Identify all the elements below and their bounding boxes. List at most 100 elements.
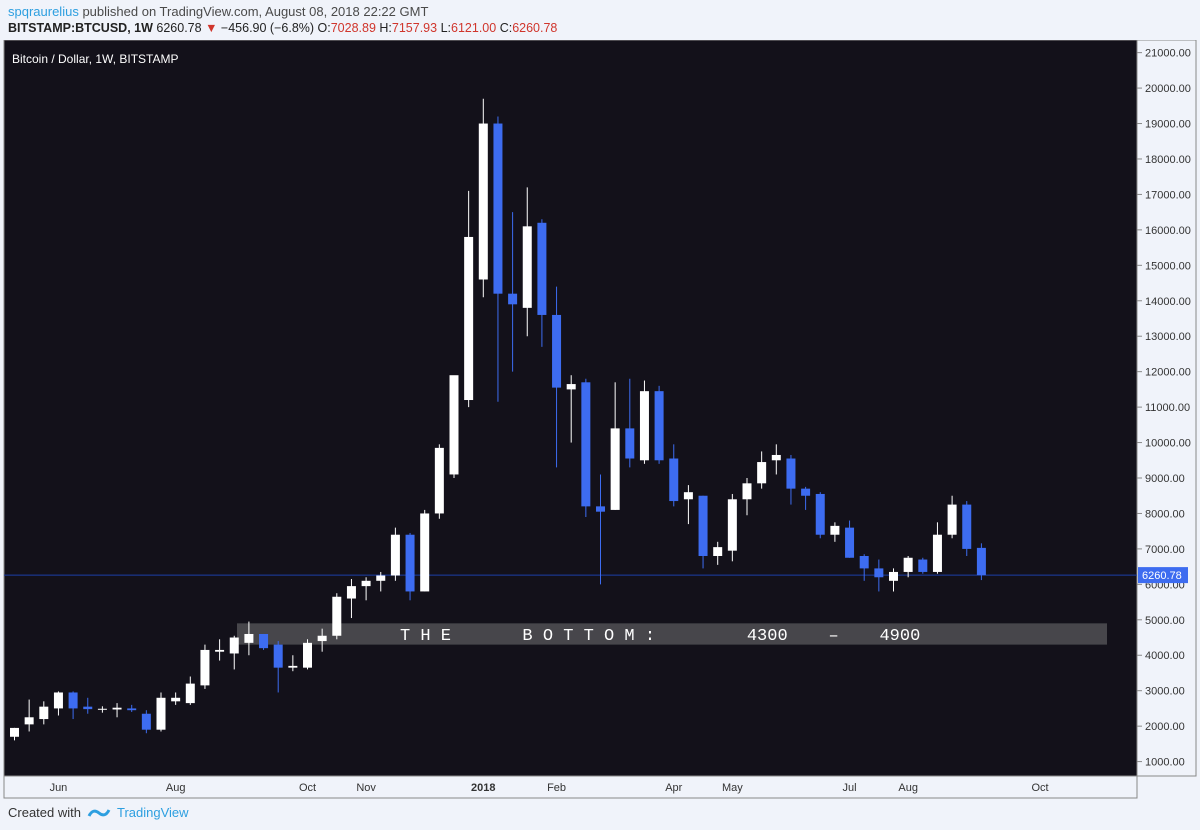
candle-body [742, 483, 752, 500]
candle-body [97, 708, 107, 710]
y-tick-label: 15000.00 [1145, 260, 1191, 272]
candle-body [786, 458, 796, 489]
candle-body [390, 534, 400, 576]
candle-body [874, 568, 884, 578]
y-tick-label: 10000.00 [1145, 438, 1191, 450]
candle-body [713, 547, 723, 556]
candle-body [215, 649, 225, 652]
candle-body [801, 488, 811, 496]
high-label: H: [379, 21, 392, 35]
candle-body [508, 293, 518, 305]
x-tick-label: Feb [547, 782, 566, 794]
y-tick-label: 7000.00 [1145, 544, 1185, 556]
candle-body [683, 492, 693, 500]
candle-body [112, 707, 122, 710]
candle-body [346, 586, 356, 599]
candle-body [53, 692, 63, 709]
candle-body [317, 635, 327, 642]
candle-body [68, 692, 78, 709]
candle-body [24, 717, 34, 725]
candlestick-chart[interactable]: Bitcoin / Dollar, 1W, BITSTAMP T H E B O… [0, 40, 1200, 800]
candle-body [918, 559, 928, 572]
candle-body [376, 575, 386, 581]
candle-body [493, 123, 503, 294]
candle-body [229, 637, 239, 654]
time-axis[interactable] [3, 775, 1138, 799]
tradingview-logo-icon [87, 808, 111, 817]
high-value: 7157.93 [391, 21, 438, 35]
y-tick-label: 9000.00 [1145, 473, 1185, 485]
candle-body [815, 493, 825, 535]
x-tick-label: Apr [665, 782, 682, 794]
bottom-zone-box [237, 623, 1107, 645]
candle-body [171, 697, 181, 702]
tradingview-brand-link[interactable]: TradingView [116, 805, 189, 820]
y-tick-label: 17000.00 [1145, 189, 1191, 201]
candle-body [478, 123, 488, 280]
price-axis[interactable] [1136, 40, 1197, 777]
y-tick-label: 16000.00 [1145, 225, 1191, 237]
candle-body [903, 557, 913, 572]
y-tick-label: 19000.00 [1145, 119, 1191, 131]
candle-body [39, 706, 49, 720]
x-tick-label: Nov [356, 782, 376, 794]
candle-body [244, 633, 254, 643]
candle-body [273, 644, 283, 668]
candle-body [654, 391, 664, 461]
y-tick-label: 4000.00 [1145, 650, 1185, 662]
candle-body [596, 506, 605, 512]
last-price-tag [1138, 567, 1188, 584]
last-price-tag-label: 6260.78 [1142, 570, 1182, 582]
candle-body [83, 706, 93, 710]
plot-area[interactable] [3, 40, 1138, 777]
x-tick-label: Aug [898, 782, 918, 794]
open-label: O: [317, 21, 331, 35]
author-link[interactable]: spqraurelius [8, 4, 79, 19]
x-tick-label: May [722, 782, 743, 794]
close-value: 6260.78 [512, 21, 558, 35]
price-change: −456.90 (−6.8%) [220, 21, 315, 35]
candle-body [757, 462, 767, 484]
candle-body [932, 534, 942, 572]
candle-body [610, 428, 620, 510]
candle-body [889, 571, 898, 581]
candle-body [156, 697, 166, 730]
candle-body [361, 580, 371, 587]
x-tick-label: 2018 [471, 782, 495, 794]
candle-body [464, 236, 474, 401]
candle-body [141, 713, 151, 730]
y-tick-label: 13000.00 [1145, 331, 1191, 343]
y-tick-label: 5000.00 [1145, 615, 1185, 627]
x-tick-label: Jun [50, 782, 68, 794]
candle-body [698, 495, 708, 556]
candle-body [625, 428, 635, 459]
ohlc-legend: BITSTAMP:BTCUSD, 1W 6260.78 ▼ −456.90 (−… [8, 21, 557, 35]
y-tick-label: 18000.00 [1145, 154, 1191, 166]
candle-body [522, 226, 532, 308]
candle-body [962, 504, 972, 549]
symbol-label: BITSTAMP:BTCUSD, 1W [8, 21, 153, 35]
created-with-text: Created with [8, 805, 81, 820]
candle-body [947, 504, 957, 535]
low-label: L: [440, 21, 452, 35]
candle-body [581, 382, 591, 507]
candle-body [127, 708, 137, 711]
y-tick-label: 21000.00 [1145, 48, 1191, 60]
candle-body [405, 534, 415, 592]
y-tick-label: 12000.00 [1145, 367, 1191, 379]
candle-body [566, 384, 576, 390]
candle-body [771, 454, 781, 461]
candle-body [449, 375, 459, 475]
chart-title: Bitcoin / Dollar, 1W, BITSTAMP [12, 52, 179, 66]
footer: Created with TradingView [8, 805, 189, 820]
candle-body [537, 222, 547, 315]
y-tick-label: 11000.00 [1145, 402, 1190, 414]
candle-body [288, 665, 298, 668]
x-tick-label: Oct [1031, 782, 1048, 794]
candle-body [552, 314, 562, 388]
candle-body [420, 513, 430, 592]
published-text: published on TradingView.com, August 08,… [82, 4, 429, 19]
low-value: 6121.00 [451, 21, 497, 35]
y-tick-label: 3000.00 [1145, 686, 1185, 698]
x-tick-label: Aug [166, 782, 186, 794]
